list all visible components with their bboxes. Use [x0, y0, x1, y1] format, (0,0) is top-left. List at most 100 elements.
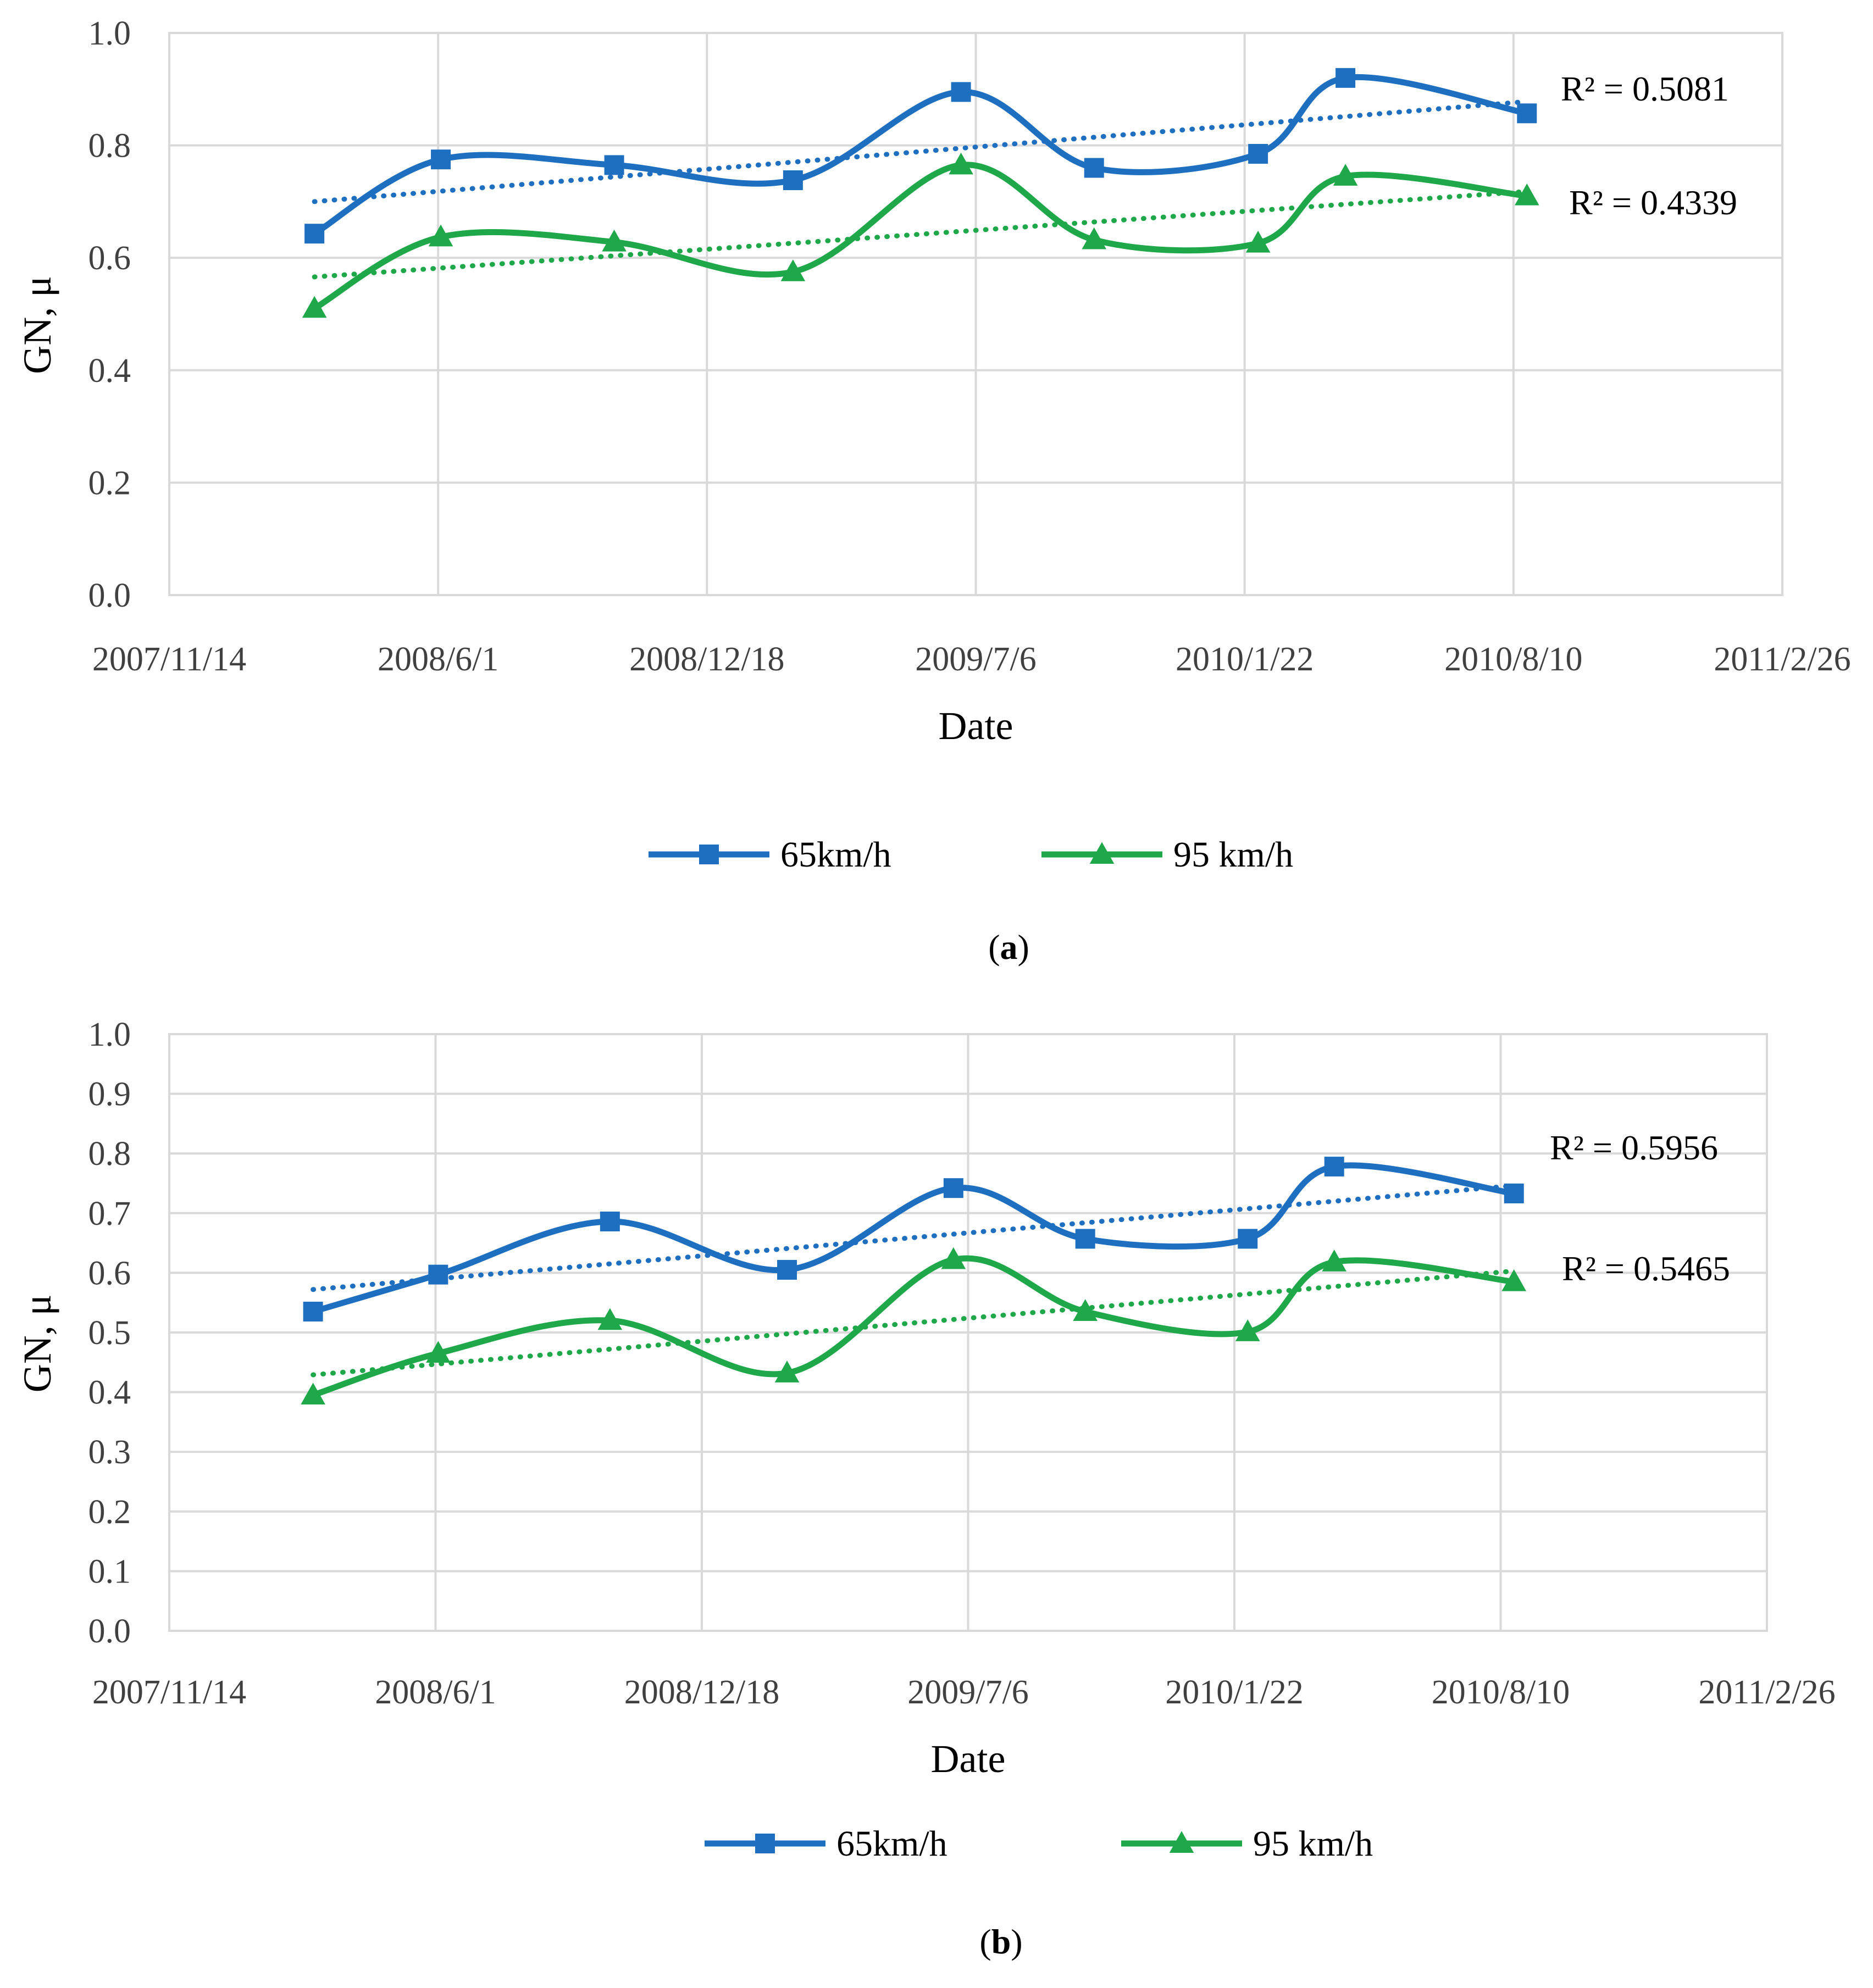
data-point — [426, 1341, 451, 1363]
y-tick-label: 0.6 — [88, 1254, 131, 1292]
data-point — [949, 152, 973, 175]
data-point — [428, 224, 453, 247]
data-point — [1504, 1183, 1524, 1203]
data-point — [597, 1308, 623, 1330]
data-point — [1333, 164, 1358, 186]
chart-b: 0.0 0.1 0.2 0.3 0.4 0.5 0.6 0.7 0.8 0.9 1.0 2007/11… — [15, 1016, 1836, 1961]
y-tick-label: 0.1 — [88, 1553, 131, 1590]
trendline — [311, 1268, 1517, 1378]
x-tick-label: 2010/1/22 — [1176, 641, 1314, 678]
data-point — [600, 1212, 620, 1232]
caption-paren-close: ) — [1018, 928, 1029, 967]
x-axis-title: Date — [931, 1737, 1006, 1781]
y-tick-label: 0.9 — [88, 1076, 131, 1113]
y-tick-label: 0.3 — [88, 1434, 131, 1471]
legend: 65km/h 95 km/h — [649, 835, 1293, 875]
x-tick-label: 2010/1/22 — [1165, 1674, 1303, 1711]
series-line — [312, 1255, 1515, 1398]
legend-label: 65km/h — [836, 1824, 947, 1864]
legend-label: 95 km/h — [1253, 1824, 1373, 1864]
y-tick-label: 0.2 — [88, 464, 131, 502]
y-tick-label: 0.4 — [88, 1374, 131, 1412]
legend-marker — [1089, 842, 1115, 864]
caption-letter: b — [991, 1922, 1011, 1961]
legend-item: 95 km/h — [1121, 1824, 1373, 1864]
y-tick-label: 0.5 — [88, 1314, 131, 1352]
x-tick-label: 2008/6/1 — [378, 641, 498, 678]
x-tick-label: 2010/8/10 — [1444, 641, 1582, 678]
series-65kmh: R² = 0.5956 — [303, 1128, 1718, 1321]
data-point — [1245, 230, 1271, 253]
x-tick-label: 2010/8/10 — [1432, 1674, 1570, 1711]
y-tick-label: 0.8 — [88, 127, 131, 165]
x-tick-label: 2011/2/26 — [1714, 641, 1850, 678]
series-65kmh: R² = 0.5081 — [304, 68, 1729, 244]
legend-label: 65km/h — [780, 835, 891, 875]
data-point — [1084, 158, 1104, 178]
x-tick-label: 2011/2/26 — [1698, 1674, 1835, 1711]
data-point — [1324, 1157, 1344, 1177]
y-tick-label: 1.0 — [88, 1016, 131, 1053]
series-95kmh: R² = 0.5465 — [301, 1247, 1730, 1405]
data-point — [1073, 1299, 1098, 1321]
caption-paren-close: ) — [1011, 1922, 1022, 1961]
data-point — [604, 155, 624, 175]
series-95kmh: R² = 0.4339 — [302, 152, 1737, 318]
x-tick-label: 2007/11/14 — [92, 641, 246, 678]
data-point — [774, 1360, 800, 1382]
data-point — [1501, 1269, 1527, 1291]
r-squared-label: R² = 0.5081 — [1561, 69, 1729, 108]
data-point — [1248, 143, 1268, 164]
legend-marker — [755, 1834, 775, 1853]
caption-paren-open: ( — [979, 1922, 991, 1961]
legend-item: 95 km/h — [1041, 835, 1293, 875]
legend-item: 65km/h — [649, 835, 891, 875]
y-axis-title: GN, μ — [15, 276, 59, 374]
y-tick-label: 0.0 — [88, 1613, 131, 1650]
y-tick-label: 0.6 — [88, 240, 131, 277]
series-line — [313, 162, 1527, 312]
legend-marker — [699, 845, 719, 864]
chart-a: 0.0 0.2 0.4 0.6 0.8 1.0 2007/11/14 2008/6/1 2008… — [15, 15, 1851, 967]
data-point — [1235, 1319, 1260, 1341]
x-tick-label: 2007/11/14 — [92, 1674, 246, 1711]
data-point — [1082, 227, 1107, 249]
data-point — [951, 82, 971, 102]
y-tick-label: 0.7 — [88, 1195, 131, 1232]
caption-paren-open: ( — [988, 928, 1000, 967]
series-line — [313, 74, 1528, 236]
data-point — [1238, 1229, 1258, 1249]
data-point — [780, 259, 806, 281]
x-tick-label: 2009/7/6 — [907, 1674, 1028, 1711]
figure-caption: (b) — [979, 1922, 1022, 1961]
legend-marker — [1169, 1831, 1194, 1853]
data-point — [1075, 1229, 1095, 1249]
x-tick-label: 2008/12/18 — [624, 1674, 779, 1711]
data-point — [941, 1247, 966, 1269]
plot-area — [168, 1033, 1768, 1632]
caption-letter: a — [1000, 928, 1018, 967]
data-point — [602, 229, 627, 252]
y-tick-label: 0.0 — [88, 577, 131, 614]
x-axis-title: Date — [939, 704, 1013, 748]
trendline — [311, 1183, 1517, 1292]
y-tick-label: 0.2 — [88, 1493, 131, 1531]
data-point — [1322, 1250, 1347, 1271]
legend-label: 95 km/h — [1173, 835, 1293, 875]
data-point — [1517, 103, 1537, 124]
data-point — [1514, 183, 1539, 206]
legend: 65km/h 95 km/h — [705, 1824, 1373, 1864]
data-point — [428, 1264, 448, 1285]
data-point — [1336, 68, 1356, 88]
r-squared-label: R² = 0.5465 — [1562, 1249, 1730, 1288]
data-point — [303, 1301, 323, 1321]
x-tick-label: 2008/6/1 — [375, 1674, 496, 1711]
y-tick-label: 0.8 — [88, 1135, 131, 1173]
y-axis-title: GN, μ — [15, 1295, 59, 1393]
x-tick-label: 2008/12/18 — [629, 641, 784, 678]
legend-item: 65km/h — [705, 1824, 947, 1864]
plot-area — [168, 32, 1783, 596]
x-tick-label: 2009/7/6 — [915, 641, 1036, 678]
data-point — [431, 149, 451, 170]
